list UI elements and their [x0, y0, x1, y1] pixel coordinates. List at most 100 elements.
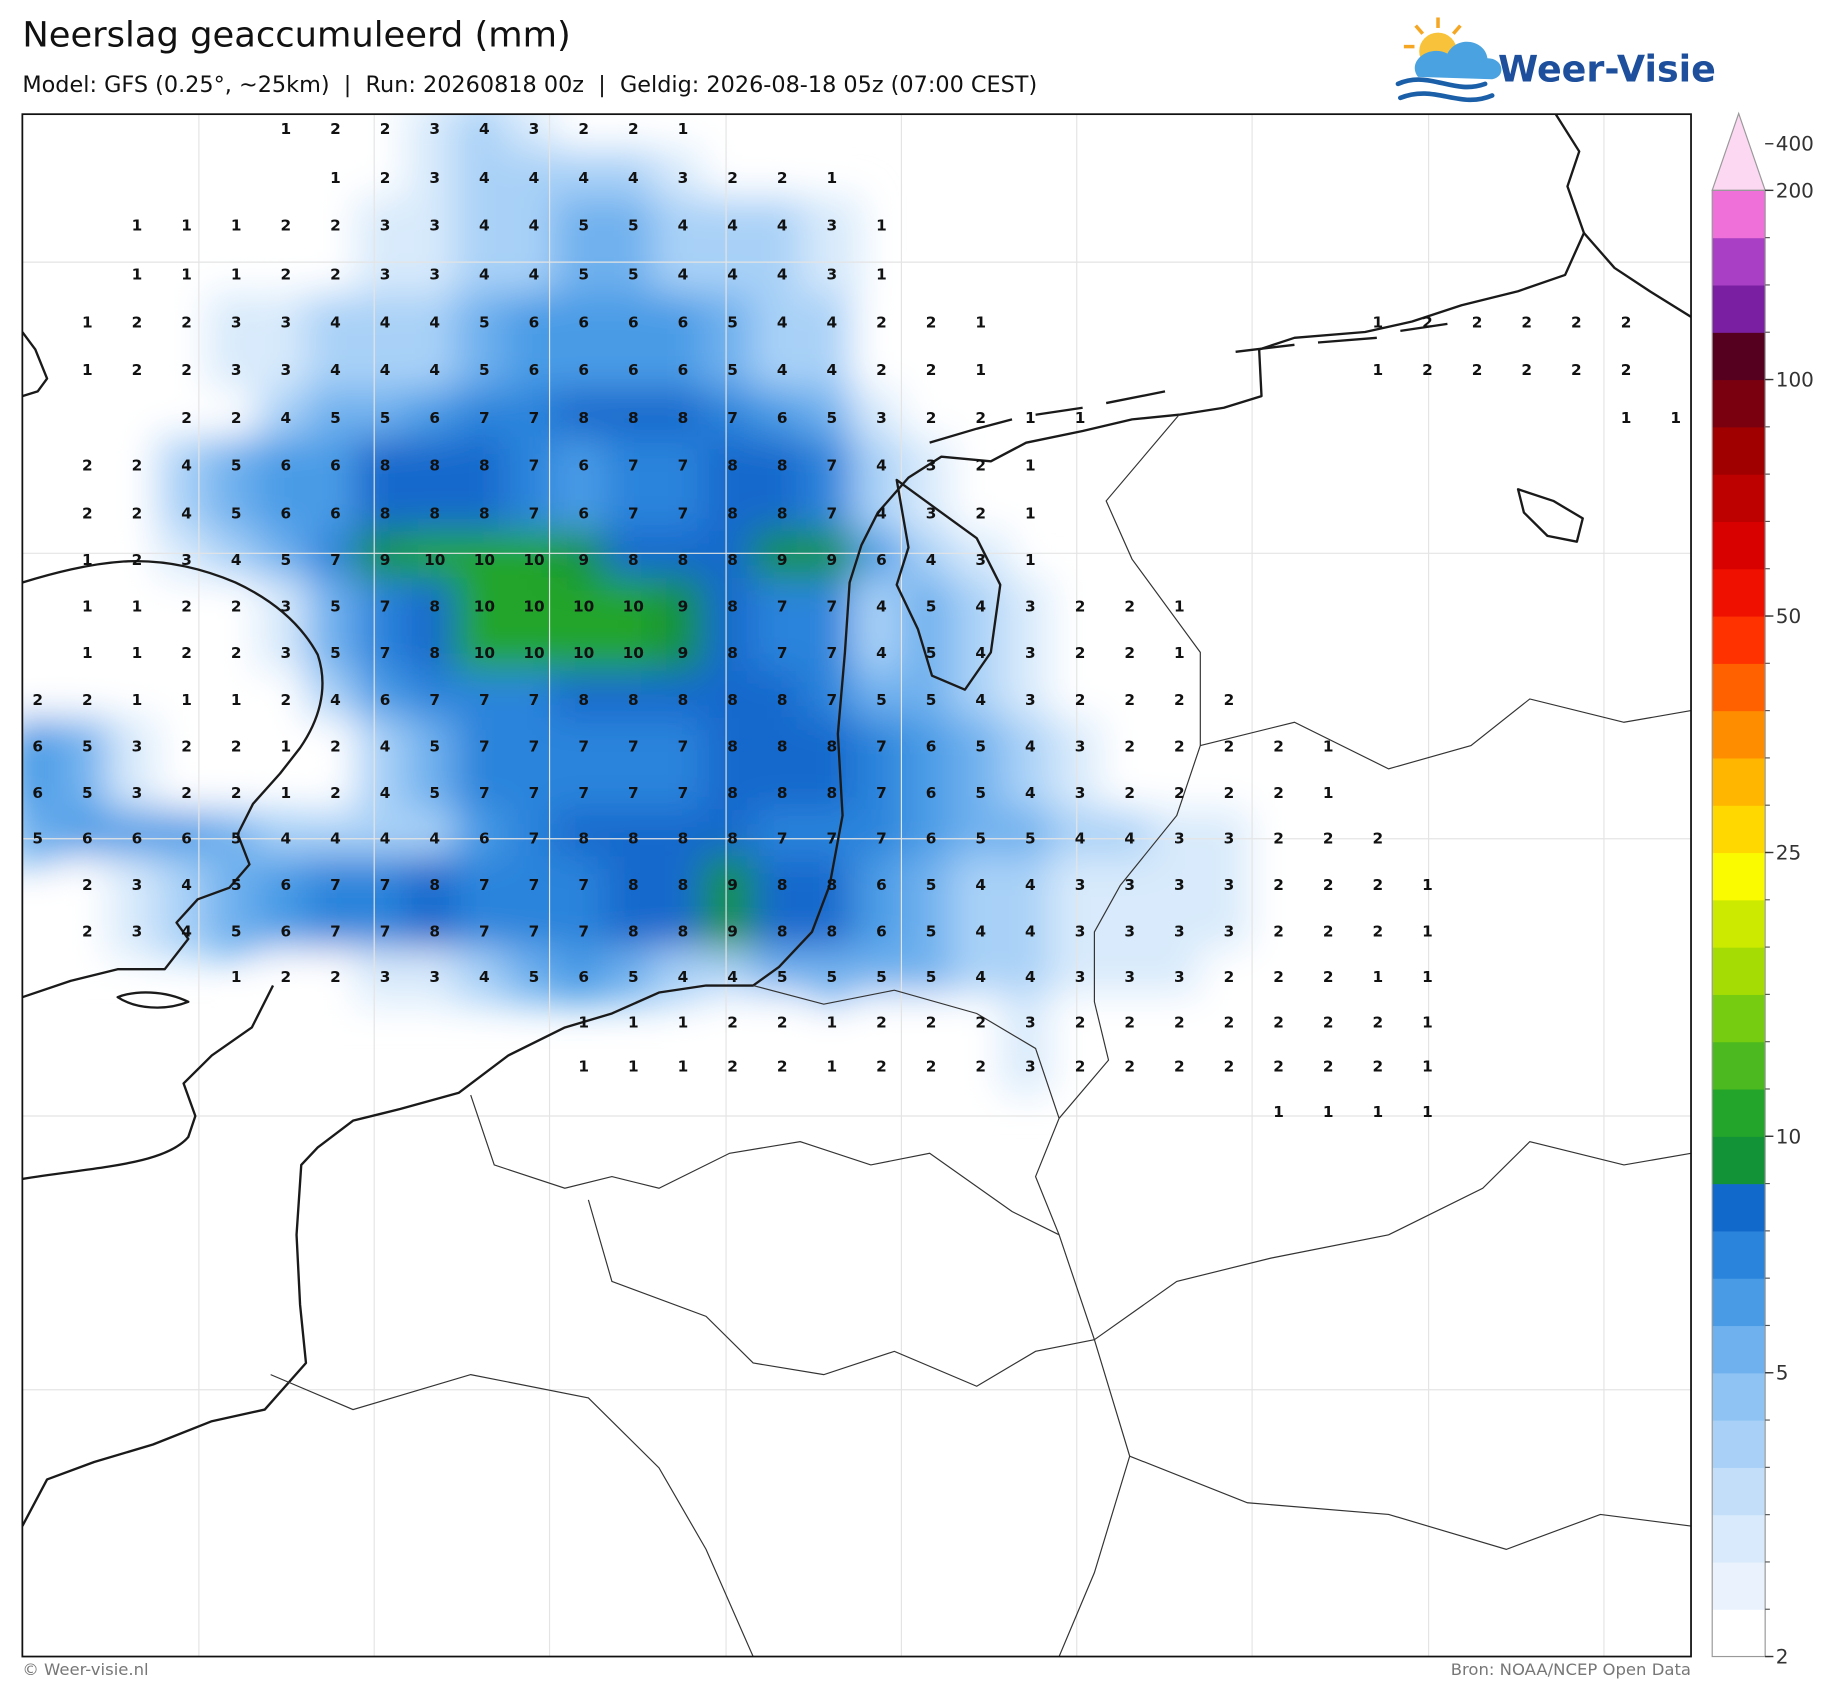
grid-value-label: 1	[827, 1014, 838, 1032]
grid-value-label: 5	[281, 551, 292, 569]
grid-value-label: 4	[529, 169, 540, 187]
precip-cell	[107, 531, 167, 588]
grid-labels: 1 2 2 3 4 3 2 2 1 1 2 3 4 4 4 4 3 2 2 1 1 1 1 2 2 3 3 4 4 5 5 4 4 4 3 1 1 1 1 2…	[32, 120, 1681, 1121]
colorbar-segment	[1712, 521, 1766, 570]
precip-cell	[752, 149, 812, 206]
grid-value-label: 8	[727, 598, 738, 616]
grid-value-label: 3	[827, 266, 838, 284]
grid-value-label: 4	[479, 120, 490, 138]
grid-value-label: 6	[777, 409, 788, 427]
grid-value-label: 3	[281, 644, 292, 662]
grid-value-label: 2	[231, 598, 242, 616]
grid-value-label: 1	[1323, 1103, 1334, 1121]
grid-value-label: 2	[281, 691, 292, 709]
grid-value-label: 2	[1124, 1014, 1135, 1032]
grid-value-label: 3	[1075, 737, 1086, 755]
grid-value-label: 1	[132, 266, 143, 284]
grid-value-label: 7	[529, 784, 540, 802]
grid-value-label: 2	[975, 1014, 986, 1032]
precip-cell	[603, 293, 663, 350]
grid-value-label: 2	[132, 457, 143, 475]
precip-cell	[554, 436, 614, 493]
grid-value-label: 5	[628, 217, 639, 235]
grid-value-label: 1	[281, 120, 292, 138]
colorbar-segment	[1712, 568, 1766, 617]
precip-cell	[504, 293, 564, 350]
colorbar-segment	[1712, 616, 1766, 664]
grid-value-label: 2	[727, 1058, 738, 1076]
grid-value-label: 1	[1621, 409, 1632, 427]
grid-value-label: 3	[1174, 829, 1185, 847]
grid-value-label: 8	[578, 409, 589, 427]
grid-value-label: 2	[82, 923, 93, 941]
grid-value-label: 4	[281, 409, 292, 427]
grid-value-label: 6	[578, 361, 589, 379]
grid-value-label: 3	[1025, 1014, 1036, 1032]
grid-value-label: 4	[975, 923, 986, 941]
grid-value-label: 2	[330, 968, 341, 986]
precip-cell	[554, 245, 614, 302]
grid-value-label: 1	[876, 217, 887, 235]
grid-value-label: 2	[1174, 691, 1185, 709]
precip-cell	[405, 436, 465, 493]
grid-value-label: 3	[1124, 968, 1135, 986]
grid-value-label: 8	[727, 829, 738, 847]
grid-value-label: 1	[1422, 876, 1433, 894]
grid-value-label: 2	[181, 361, 192, 379]
grid-value-label: 7	[479, 409, 490, 427]
grid-value-label: 3	[1124, 876, 1135, 894]
grid-value-label: 5	[926, 876, 937, 894]
grid-value-label: 2	[1373, 876, 1384, 894]
grid-value-label: 2	[1224, 1014, 1235, 1032]
grid-value-label: 7	[678, 784, 689, 802]
grid-value-label: 4	[429, 313, 440, 331]
grid-value-label: 1	[82, 361, 93, 379]
grid-value-label: 2	[777, 169, 788, 187]
grid-value-label: 4	[1124, 829, 1135, 847]
precip-cell	[802, 341, 862, 398]
precip-cell	[206, 341, 266, 398]
precip-cell	[703, 149, 762, 206]
grid-value-label: 4	[975, 876, 986, 894]
grid-value-label: 4	[678, 266, 689, 284]
grid-value-label: 4	[975, 644, 986, 662]
precip-cell	[504, 948, 564, 1005]
grid-value-label: 4	[727, 217, 738, 235]
precip-cell	[554, 149, 614, 206]
grid-value-label: 3	[132, 923, 143, 941]
precip-cell	[752, 436, 812, 493]
coastline	[22, 985, 275, 1181]
grid-value-label: 8	[777, 504, 788, 522]
precip-cell	[653, 196, 713, 253]
grid-value-label: 5	[231, 876, 242, 894]
grid-value-label: 1	[827, 1058, 838, 1076]
grid-value-label: 8	[827, 923, 838, 941]
precip-cell	[504, 389, 564, 446]
grid-value-label: 6	[32, 784, 43, 802]
grid-value-label: 3	[1224, 923, 1235, 941]
precip-cell	[1298, 1037, 1358, 1094]
border	[1034, 414, 1201, 1657]
grid-value-label: 9	[727, 923, 738, 941]
grid-value-label: 2	[926, 409, 937, 427]
grid-value-label: 5	[578, 266, 589, 284]
grid-value-label: 4	[727, 266, 738, 284]
grid-value-label: 9	[678, 598, 689, 616]
grid-value-label: 3	[529, 120, 540, 138]
grid-value-label: 7	[380, 923, 391, 941]
precip-cell	[752, 1037, 812, 1094]
colorbar-segment	[1712, 1088, 1766, 1137]
grid-value-label: 7	[876, 784, 887, 802]
grid-value-label: 6	[926, 829, 937, 847]
grid-value-label: 2	[181, 598, 192, 616]
precip-cell	[57, 484, 117, 541]
grid-value-label: 6	[628, 313, 639, 331]
grid-value-label: 3	[231, 361, 242, 379]
grid-value-label: 5	[529, 968, 540, 986]
coastline	[22, 331, 49, 398]
grid-value-label: 2	[380, 169, 391, 187]
grid-value-label: 7	[876, 737, 887, 755]
grid-value-label: 2	[231, 737, 242, 755]
grid-value-label: 9	[380, 551, 391, 569]
colorbar-extend	[1711, 111, 1766, 191]
